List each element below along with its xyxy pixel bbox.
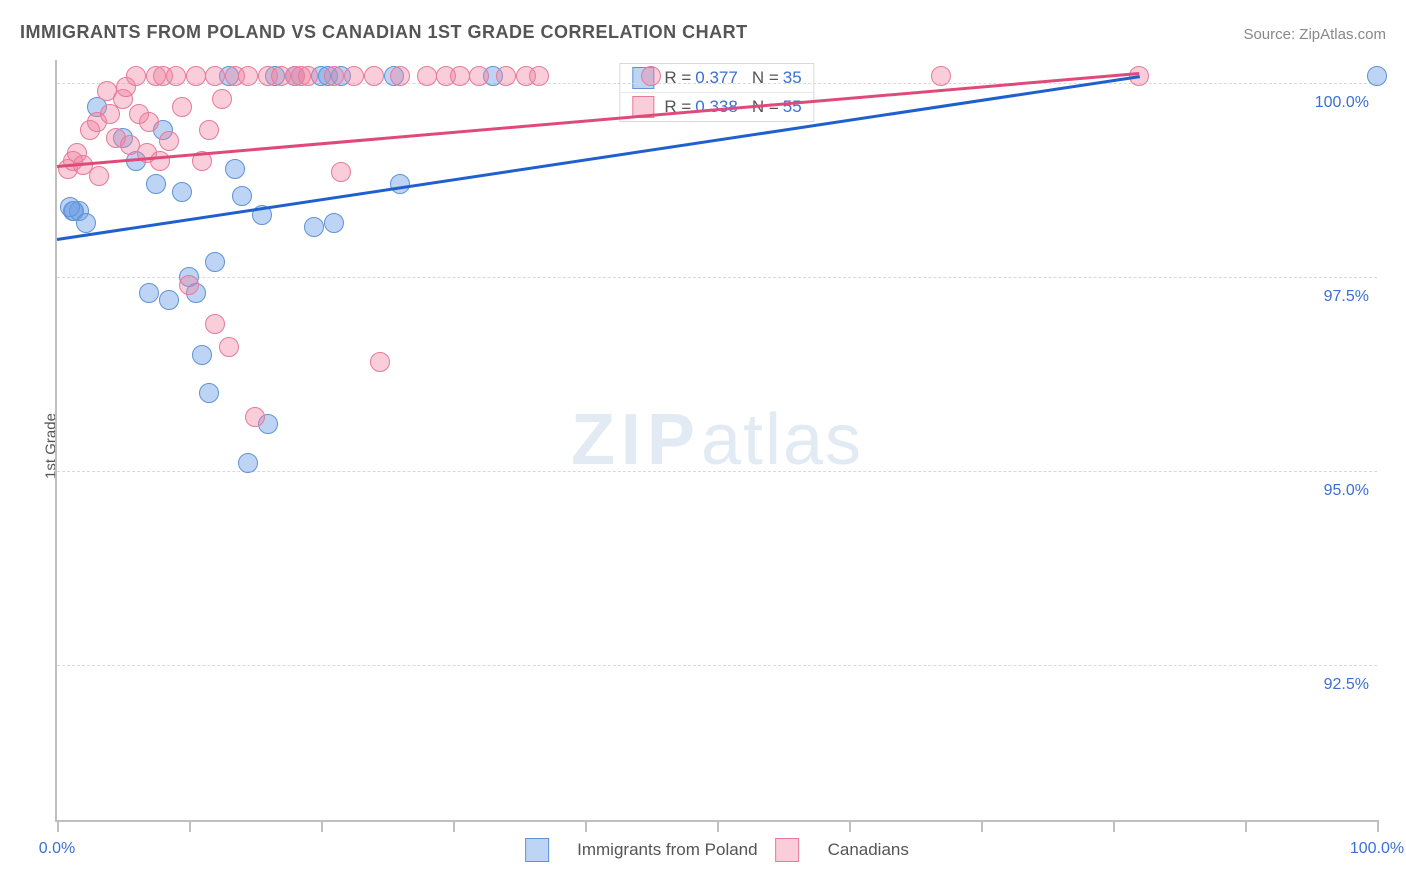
data-point: [199, 120, 219, 140]
gridline: [57, 471, 1377, 472]
data-point: [364, 66, 384, 86]
gridline: [57, 277, 1377, 278]
data-point: [238, 453, 258, 473]
data-point: [60, 197, 80, 217]
data-point: [450, 66, 470, 86]
y-tick-label: 92.5%: [1324, 676, 1369, 694]
data-point: [159, 290, 179, 310]
data-point: [298, 66, 318, 86]
gridline: [57, 665, 1377, 666]
x-tick: [1377, 820, 1379, 832]
data-point: [390, 66, 410, 86]
x-tick: [849, 820, 851, 832]
trend-line: [57, 72, 1140, 168]
x-tick: [453, 820, 455, 832]
data-point: [931, 66, 951, 86]
data-point: [324, 213, 344, 233]
legend-series-label: Canadians: [828, 840, 909, 860]
data-point: [212, 89, 232, 109]
x-tick-label: 0.0%: [39, 840, 75, 858]
data-point: [192, 345, 212, 365]
legend-n-value: 55: [783, 97, 802, 117]
y-tick-label: 97.5%: [1324, 288, 1369, 306]
legend-n-label: N =: [752, 68, 779, 88]
x-tick: [1245, 820, 1247, 832]
data-point: [205, 66, 225, 86]
chart-title: IMMIGRANTS FROM POLAND VS CANADIAN 1ST G…: [20, 22, 748, 43]
legend-swatch: [776, 838, 800, 862]
data-point: [232, 186, 252, 206]
x-tick: [57, 820, 59, 832]
series-legend: Immigrants from Poland Canadians: [525, 838, 909, 862]
watermark: ZIPatlas: [571, 399, 863, 481]
legend-swatch: [525, 838, 549, 862]
x-tick: [981, 820, 983, 832]
watermark-light: atlas: [701, 400, 863, 480]
data-point: [89, 166, 109, 186]
data-point: [172, 182, 192, 202]
data-point: [159, 131, 179, 151]
legend-n-value: 35: [783, 68, 802, 88]
data-point: [238, 66, 258, 86]
data-point: [496, 66, 516, 86]
data-point: [179, 275, 199, 295]
data-point: [390, 174, 410, 194]
data-point: [245, 407, 265, 427]
data-point: [219, 337, 239, 357]
data-point: [417, 66, 437, 86]
data-point: [225, 159, 245, 179]
data-point: [370, 352, 390, 372]
data-point: [205, 314, 225, 334]
plot-area: ZIPatlas R = 0.377N = 35R = 0.338N = 55 …: [55, 60, 1377, 822]
data-point: [469, 66, 489, 86]
data-point: [166, 66, 186, 86]
data-point: [641, 66, 661, 86]
legend-r-value: 0.377: [695, 68, 738, 88]
x-tick: [585, 820, 587, 832]
data-point: [304, 217, 324, 237]
data-point: [126, 66, 146, 86]
x-tick: [1113, 820, 1115, 832]
y-tick-label: 95.0%: [1324, 482, 1369, 500]
data-point: [529, 66, 549, 86]
data-point: [344, 66, 364, 86]
x-tick: [321, 820, 323, 832]
data-point: [139, 283, 159, 303]
data-point: [324, 66, 344, 86]
x-tick: [717, 820, 719, 832]
data-point: [205, 252, 225, 272]
data-point: [172, 97, 192, 117]
x-tick: [189, 820, 191, 832]
data-point: [76, 213, 96, 233]
data-point: [146, 174, 166, 194]
data-point: [150, 151, 170, 171]
data-point: [139, 112, 159, 132]
data-point: [199, 383, 219, 403]
data-point: [186, 66, 206, 86]
y-tick-label: 100.0%: [1315, 94, 1369, 112]
legend-r-label: R =: [664, 68, 691, 88]
x-tick-label: 100.0%: [1350, 840, 1404, 858]
legend-series-label: Immigrants from Poland: [577, 840, 757, 860]
data-point: [331, 162, 351, 182]
watermark-bold: ZIP: [571, 400, 701, 480]
gridline: [57, 83, 1377, 84]
data-point: [1367, 66, 1387, 86]
source-label: Source: ZipAtlas.com: [1243, 26, 1386, 43]
